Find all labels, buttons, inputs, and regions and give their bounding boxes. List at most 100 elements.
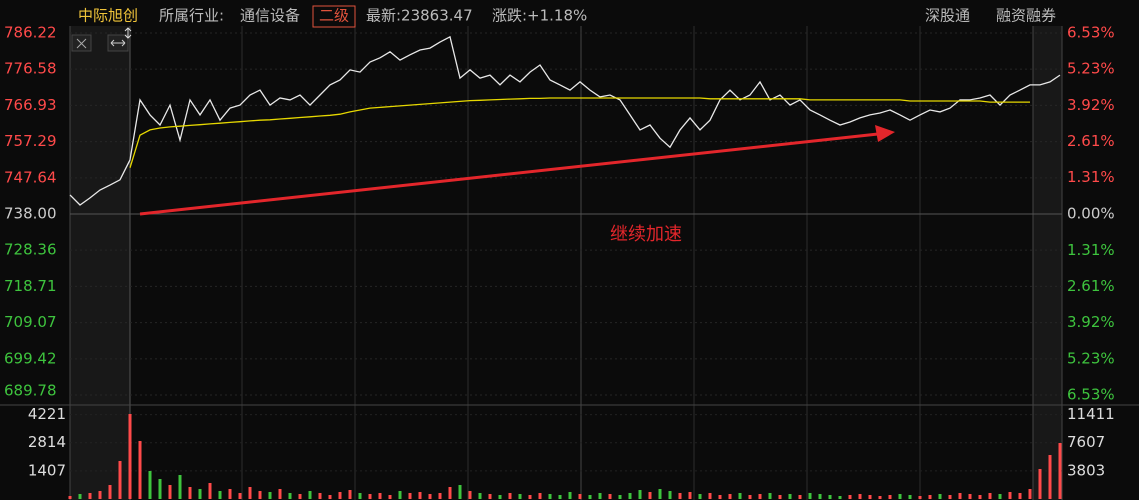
volume-bar bbox=[238, 493, 242, 499]
volume-bar bbox=[158, 479, 162, 499]
volume-bar bbox=[718, 495, 722, 499]
y-tick-label: 728.36 bbox=[4, 241, 57, 259]
y2-tick-label: 1.31% bbox=[1067, 168, 1115, 186]
volume-bar bbox=[768, 493, 772, 499]
volume-bar bbox=[178, 475, 182, 499]
volume-bar bbox=[1038, 469, 1042, 499]
volume-bar bbox=[458, 485, 462, 499]
volume-bar bbox=[728, 494, 732, 499]
volume-bar bbox=[198, 489, 202, 499]
y2-tick-label: 6.53% bbox=[1067, 386, 1115, 404]
industry[interactable]: 通信设备 bbox=[240, 7, 300, 25]
volume-bar bbox=[498, 495, 502, 499]
y2-tick-label: 2.61% bbox=[1067, 132, 1115, 150]
y-tick-label: 766.93 bbox=[4, 96, 57, 114]
volume-bar bbox=[378, 493, 382, 499]
volume-bar bbox=[678, 493, 682, 499]
volume-bar bbox=[558, 495, 562, 499]
volume-bar bbox=[528, 495, 532, 499]
y2-tick-label: 11411 bbox=[1067, 405, 1115, 423]
volume-bar bbox=[928, 495, 932, 499]
y-tick-label: 747.64 bbox=[4, 168, 57, 186]
volume-bar bbox=[478, 493, 482, 499]
volume-bar bbox=[1048, 455, 1052, 499]
volume-bar bbox=[188, 487, 192, 499]
volume-bar bbox=[828, 495, 832, 499]
y2-tick-label: 7607 bbox=[1067, 433, 1105, 451]
volume-bar bbox=[608, 494, 612, 499]
volume-bar bbox=[1058, 443, 1062, 499]
volume-bar bbox=[508, 493, 512, 499]
volume-bar bbox=[668, 491, 672, 499]
volume-bar bbox=[488, 494, 492, 499]
y2-tick-label: 3.92% bbox=[1067, 313, 1115, 331]
volume-bar bbox=[108, 485, 112, 499]
y-tick-label: 757.29 bbox=[4, 132, 57, 150]
y2-tick-label: 1.31% bbox=[1067, 241, 1115, 259]
volume-bar bbox=[778, 495, 782, 499]
y-tick-label: 4221 bbox=[28, 405, 66, 423]
series-line bbox=[129, 97, 1030, 168]
volume-bar bbox=[438, 493, 442, 499]
volume-bar bbox=[1008, 492, 1012, 499]
volume-bar bbox=[138, 441, 142, 499]
volume-bar bbox=[318, 493, 322, 499]
volume-bar bbox=[758, 494, 762, 499]
volume-bar bbox=[128, 414, 132, 499]
volume-bar bbox=[68, 496, 72, 499]
volume-bar bbox=[548, 494, 552, 499]
volume-bar bbox=[698, 494, 702, 499]
volume-bar bbox=[738, 493, 742, 499]
volume-bar bbox=[908, 495, 912, 499]
volume-bar bbox=[368, 494, 372, 499]
volume-bar bbox=[1028, 489, 1032, 499]
volume-bar bbox=[878, 496, 882, 499]
volume-bar bbox=[258, 491, 262, 499]
y2-tick-label: 2.61% bbox=[1067, 277, 1115, 295]
volume-bar bbox=[218, 491, 222, 499]
button[interactable]: 融资融券 bbox=[996, 7, 1056, 25]
y2-tick-label: 3.92% bbox=[1067, 96, 1115, 114]
volume-bar bbox=[538, 493, 542, 499]
y-tick-label: 689.78 bbox=[4, 382, 57, 400]
volume-bar bbox=[958, 493, 962, 499]
level[interactable]: 二级 bbox=[319, 7, 349, 25]
volume-bar bbox=[468, 491, 472, 499]
y-tick-label: 699.42 bbox=[4, 349, 57, 367]
latest: 最新:23863.47 bbox=[366, 7, 473, 25]
series-line bbox=[69, 35, 1061, 206]
volume-bar bbox=[838, 496, 842, 499]
volume-bar bbox=[888, 495, 892, 499]
volume-bar bbox=[788, 494, 792, 499]
volume-bar bbox=[918, 496, 922, 499]
y-tick-label: 776.58 bbox=[4, 60, 57, 78]
close-glyph bbox=[76, 38, 87, 49]
stock-name: 中际旭创 bbox=[78, 7, 138, 25]
volume-bar bbox=[948, 495, 952, 499]
y-tick-label: 709.07 bbox=[4, 313, 57, 331]
industry-label: 所属行业: bbox=[159, 7, 224, 25]
drag-glyph bbox=[124, 27, 132, 39]
y-tick-label: 718.71 bbox=[4, 277, 57, 295]
volume-bar bbox=[658, 489, 662, 499]
volume-bar bbox=[628, 493, 632, 499]
volume-bar bbox=[168, 485, 172, 499]
y2-tick-label: 6.53% bbox=[1067, 24, 1115, 42]
volume-bar bbox=[348, 490, 352, 499]
volume-bar bbox=[98, 491, 102, 499]
volume-bar bbox=[398, 491, 402, 499]
y2-tick-label: 5.23% bbox=[1067, 349, 1115, 367]
volume-bar bbox=[298, 494, 302, 499]
volume-bar bbox=[748, 495, 752, 499]
volume-bar bbox=[88, 493, 92, 499]
y-tick-label: 786.22 bbox=[4, 24, 57, 42]
volume-bar bbox=[418, 492, 422, 499]
y2-tick-label: 5.23% bbox=[1067, 60, 1115, 78]
button[interactable]: 深股通 bbox=[925, 7, 970, 25]
y2-tick-label: 0.00% bbox=[1067, 205, 1115, 223]
volume-bar bbox=[998, 494, 1002, 499]
volume-bar bbox=[968, 494, 972, 499]
volume-bar bbox=[308, 491, 312, 499]
volume-bar bbox=[288, 493, 292, 499]
